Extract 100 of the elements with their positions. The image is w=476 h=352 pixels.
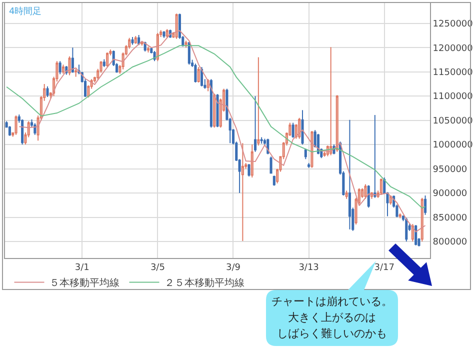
candlestick	[58, 60, 62, 75]
x-tick-label: 3/1	[74, 262, 90, 273]
candlestick	[244, 162, 248, 170]
candlestick	[68, 56, 71, 76]
candlestick	[216, 94, 219, 128]
candlestick	[128, 37, 131, 50]
candlestick	[282, 142, 285, 160]
text: チャートは崩れている。	[272, 294, 392, 310]
candlestick	[160, 30, 162, 38]
candlestick	[270, 156, 272, 174]
candlestick	[49, 92, 52, 99]
candlestick	[222, 88, 226, 112]
y-tick-label: 1000000	[432, 140, 474, 151]
candlestick	[358, 188, 360, 206]
candlestick	[109, 49, 112, 56]
candlestick	[124, 44, 128, 56]
candlestick	[257, 56, 260, 146]
y-tick-label: 1200000	[432, 44, 474, 54]
candlestick	[260, 136, 263, 144]
candlestick	[188, 41, 190, 66]
candlestick	[380, 178, 382, 196]
candlestick	[102, 58, 106, 68]
candlestick	[27, 120, 30, 138]
candlestick	[34, 122, 36, 136]
candlestick	[250, 144, 254, 178]
candlestick	[56, 60, 58, 82]
candlestick	[367, 184, 370, 208]
candlestick	[87, 84, 90, 98]
candlestick	[118, 64, 122, 74]
candlestick	[46, 86, 49, 98]
candlestick	[364, 184, 367, 200]
candlestick	[74, 68, 78, 78]
candlestick	[146, 46, 150, 53]
candlestick	[106, 52, 109, 68]
candlestick	[40, 96, 42, 121]
candlestick	[310, 130, 314, 168]
candlestick	[248, 163, 250, 178]
candlestick	[210, 78, 212, 128]
candlestick	[131, 36, 134, 46]
candlestick	[304, 148, 307, 160]
candlestick	[336, 94, 338, 152]
candlestick	[71, 47, 74, 74]
candlestick	[345, 190, 348, 200]
y-tick-label: 850000	[432, 213, 468, 224]
candlestick	[414, 224, 418, 246]
candlestick	[254, 96, 257, 152]
candlestick	[43, 83, 46, 102]
x-tick-label: 3/17	[374, 262, 394, 273]
annotation: 4時間足	[9, 6, 42, 17]
candlestick	[213, 93, 216, 128]
x-tick-label: 3/13	[298, 262, 319, 273]
candlestick	[219, 98, 222, 128]
legend-label: ５本移動平均線	[49, 277, 120, 290]
candlestick	[405, 217, 408, 242]
legend-label: ２５本移動平均線	[164, 277, 244, 290]
candlestick	[166, 28, 168, 38]
y-tick-label: 950000	[432, 164, 468, 175]
candlestick	[348, 119, 351, 230]
y-tick-label: 900000	[432, 189, 468, 200]
candlestick	[398, 212, 402, 219]
x-tick-label: 3/9	[226, 262, 241, 273]
candlestick	[288, 122, 292, 136]
candlestick	[279, 156, 282, 172]
candlestick	[292, 122, 294, 138]
candlestick	[424, 194, 427, 216]
y-tick-label: 1250000	[432, 20, 474, 30]
candlestick	[21, 118, 24, 146]
candlestick	[122, 52, 124, 70]
candlestick	[36, 114, 40, 142]
candlestick	[308, 162, 310, 168]
y-tick-label: 1150000	[432, 68, 474, 78]
candlestick	[96, 68, 100, 81]
candlestick	[197, 66, 200, 84]
candlestick	[175, 13, 178, 40]
candlestick	[200, 66, 204, 87]
y-tick-label: 1050000	[432, 116, 474, 126]
candlestick	[8, 126, 11, 136]
text: しばらく難しいのかも	[277, 326, 387, 342]
candlestick	[162, 30, 166, 38]
candlestick	[93, 76, 96, 84]
candlestick	[298, 117, 301, 140]
candlestick	[134, 35, 137, 44]
candlestick	[420, 197, 424, 242]
candlestick	[276, 168, 279, 184]
candlestick	[266, 138, 270, 155]
candlestick	[323, 151, 326, 158]
candlestick	[156, 32, 159, 62]
text: 大きく上がるのは	[288, 310, 376, 326]
candlestick	[14, 114, 18, 136]
candlestick	[62, 64, 65, 74]
candlestick	[374, 114, 376, 198]
candlestick	[361, 188, 364, 198]
candlestick	[330, 46, 332, 156]
candlestick	[354, 197, 358, 226]
candlestick	[241, 142, 244, 242]
candlestick	[272, 175, 276, 186]
candlestick	[294, 124, 298, 140]
line-series	[18, 30, 426, 232]
candlestick	[194, 63, 197, 84]
candlestick	[100, 60, 102, 74]
